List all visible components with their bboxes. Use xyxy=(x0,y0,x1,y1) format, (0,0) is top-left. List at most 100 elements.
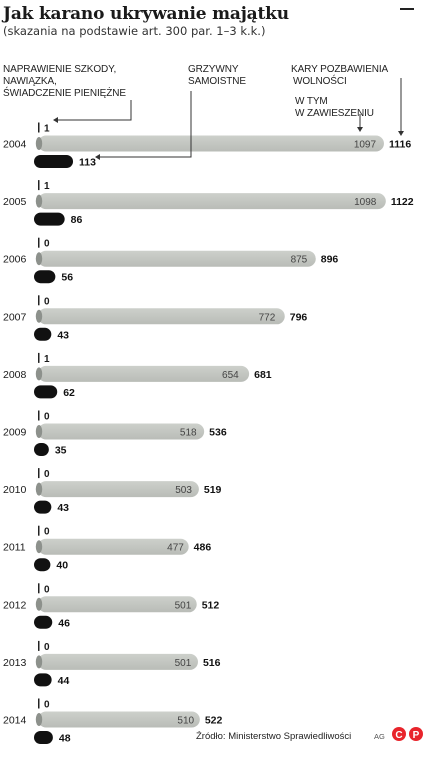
legend-zawieszenie: W TYM W ZAWIESZENIU xyxy=(295,96,374,120)
zawieszenie-value-label: 772 xyxy=(259,312,276,323)
grzywny-bar xyxy=(34,443,49,456)
kary-bar xyxy=(38,653,198,670)
legend-grzywny-line: GRZYWNY xyxy=(188,64,239,75)
axis-oval xyxy=(35,597,43,611)
legend-zawieszenie-line: W ZAWIESZENIU xyxy=(295,108,374,119)
axis-oval xyxy=(35,713,43,726)
grzywny-value-label: 43 xyxy=(57,329,69,341)
grzywny-bar xyxy=(34,500,52,514)
grzywny-bar xyxy=(34,673,52,687)
kary-bar xyxy=(38,193,386,210)
axis-oval xyxy=(35,425,43,438)
legend-naprawienie-line: ŚWIADCZENIE PIENIĘŻNE xyxy=(3,88,126,99)
grzywny-value-label: 113 xyxy=(79,157,96,169)
naprawienie-value-label: 0 xyxy=(44,700,50,711)
zawieszenie-value-label: 1098 xyxy=(354,197,377,208)
source-note: Źródło: Ministerstwo Sprawiedliwości xyxy=(196,731,352,742)
kary-value-label: 896 xyxy=(321,254,339,266)
top-rule xyxy=(400,8,414,10)
axis-oval xyxy=(35,137,43,150)
zawieszenie-value-label: 477 xyxy=(167,543,184,554)
chart-subtitle: (skazania na podstawie art. 300 par. 1–3… xyxy=(3,24,266,38)
kary-value-label: 1116 xyxy=(389,139,411,151)
year-tick-label: 2010 xyxy=(3,484,27,496)
naprawienie-value-label: 0 xyxy=(44,527,50,538)
kary-value-label: 681 xyxy=(254,369,272,381)
publisher-logo-icon: C P xyxy=(392,727,423,741)
grzywny-value-label: 40 xyxy=(56,560,68,572)
grzywny-value-label: 46 xyxy=(58,617,70,629)
year-tick-label: 2014 xyxy=(3,715,27,727)
year-tick-label: 2009 xyxy=(3,427,27,439)
grzywny-bar xyxy=(34,270,56,284)
axis-oval xyxy=(35,655,43,669)
legend-zawieszenie-line: W TYM xyxy=(295,96,328,107)
grzywny-bar xyxy=(34,615,53,629)
zawieszenie-value-label: 518 xyxy=(180,428,197,439)
grzywny-bar xyxy=(34,212,65,226)
naprawienie-mark xyxy=(38,698,40,709)
kary-bar xyxy=(38,365,250,382)
axis-oval xyxy=(35,252,43,266)
kary-value-label: 512 xyxy=(202,599,220,611)
svg-text:C: C xyxy=(395,730,402,741)
leader-arrowhead xyxy=(95,154,100,160)
kary-bar xyxy=(38,250,316,267)
axis-oval xyxy=(35,194,43,208)
zawieszenie-value-label: 1097 xyxy=(354,140,377,151)
year-tick-label: 2004 xyxy=(3,139,27,151)
naprawienie-value-label: 1 xyxy=(44,124,50,135)
naprawienie-value-label: 0 xyxy=(44,296,50,307)
naprawienie-mark xyxy=(38,640,40,651)
naprawienie-mark xyxy=(38,295,40,306)
zawieszenie-value-label: 503 xyxy=(175,485,192,496)
kary-value-label: 796 xyxy=(290,311,308,323)
kary-bar xyxy=(38,538,189,555)
grzywny-value-label: 44 xyxy=(58,675,70,687)
grzywny-leader-line xyxy=(100,91,192,158)
naprawienie-value-label: 1 xyxy=(44,354,50,365)
naprawienie-mark xyxy=(38,237,40,248)
grzywny-bar xyxy=(34,155,74,168)
author-initials: AG xyxy=(374,732,385,741)
naprawienie-value-label: 1 xyxy=(44,181,50,192)
kary-bar xyxy=(38,423,205,440)
legend-kary: KARY POZBAWIENIA WOLNOŚCI xyxy=(291,64,388,88)
kary-bar xyxy=(38,481,199,498)
year-tick-label: 2006 xyxy=(3,254,27,266)
year-tick-label: 2011 xyxy=(3,542,26,554)
axis-oval xyxy=(35,309,43,323)
kary-value-label: 522 xyxy=(205,715,223,727)
grzywny-bar xyxy=(34,327,52,341)
kary-value-label: 486 xyxy=(194,542,212,554)
kary-bar xyxy=(38,308,285,325)
year-tick-label: 2013 xyxy=(3,657,27,669)
grzywny-bar xyxy=(34,558,51,572)
naprawienie-mark xyxy=(38,410,40,421)
grzywny-value-label: 56 xyxy=(61,272,73,284)
naprawienie-mark xyxy=(38,468,40,479)
kary-bar xyxy=(38,596,197,613)
chart-title: Jak karano ukrywanie majątku xyxy=(3,4,289,24)
grzywny-bar xyxy=(34,731,53,744)
kary-value-label: 519 xyxy=(204,484,222,496)
year-tick-label: 2007 xyxy=(3,311,27,323)
naprawienie-mark xyxy=(38,525,40,536)
legend-grzywny: GRZYWNY SAMOISTNE xyxy=(188,64,246,88)
grzywny-value-label: 48 xyxy=(59,733,71,745)
leader-arrowhead xyxy=(398,131,404,136)
naprawienie-value-label: 0 xyxy=(44,412,50,423)
zawieszenie-value-label: 510 xyxy=(177,716,194,727)
kary-bar xyxy=(38,711,200,728)
grzywny-value-label: 62 xyxy=(63,387,75,399)
legend-naprawienie-line: NAPRAWIENIE SZKODY, xyxy=(3,64,117,75)
naprawienie-leader-line xyxy=(58,100,132,121)
grzywny-value-label: 35 xyxy=(55,445,67,457)
grzywny-value-label: 43 xyxy=(57,502,69,514)
naprawienie-mark xyxy=(38,180,40,191)
legend-naprawienie: NAPRAWIENIE SZKODY, NAWIĄZKA, ŚWIADCZENI… xyxy=(3,64,126,100)
leader-arrowhead xyxy=(53,117,58,123)
legend-naprawienie-line: NAWIĄZKA, xyxy=(3,76,57,87)
naprawienie-mark xyxy=(38,122,40,133)
year-tick-label: 2005 xyxy=(3,196,27,208)
